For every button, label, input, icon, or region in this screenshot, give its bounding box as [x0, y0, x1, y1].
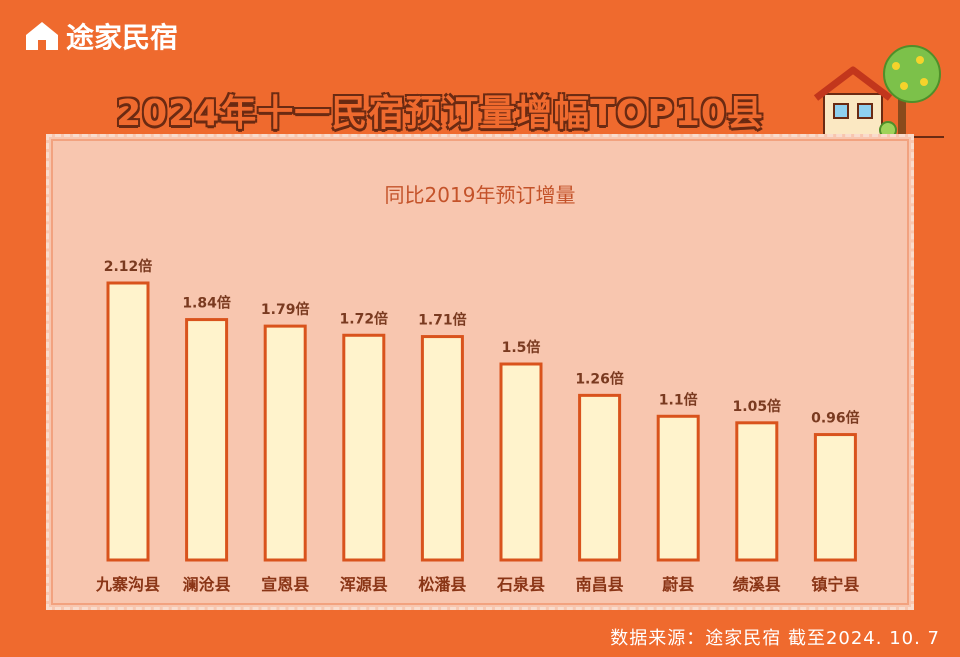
value-label: 1.26倍 — [575, 370, 624, 387]
category-label: 松潘县 — [418, 575, 466, 594]
source-note: 数据来源：途家民宿 截至2024. 10. 7 — [610, 628, 940, 649]
bar-6 — [499, 362, 543, 562]
house-tree-illustration — [812, 45, 944, 139]
category-label: 镇宁县 — [811, 575, 859, 594]
value-label: 1.71倍 — [418, 312, 467, 329]
value-label: 0.96倍 — [811, 410, 860, 427]
bar-3 — [263, 324, 307, 562]
bar-2 — [185, 318, 229, 562]
bar-8 — [656, 414, 700, 562]
category-label: 浑源县 — [340, 575, 388, 594]
brand-name: 途家民宿 — [66, 21, 179, 54]
bar-9 — [735, 421, 779, 562]
category-label: 绩溪县 — [733, 575, 781, 594]
value-label: 2.12倍 — [104, 258, 153, 275]
house-logo-icon — [26, 22, 58, 50]
bar-7 — [578, 393, 622, 562]
value-label: 1.1倍 — [659, 391, 698, 408]
bar-10 — [813, 433, 857, 562]
bar-1 — [106, 281, 150, 562]
chart-panel: 同比2019年预订增量 2.12倍九寨沟县 1.84倍澜沧县 1.79倍宣恩县 1.7… — [46, 134, 914, 610]
category-label: 九寨沟县 — [95, 575, 160, 594]
value-label: 1.05倍 — [733, 398, 782, 415]
category-label: 宣恩县 — [261, 575, 309, 594]
page-title: 2024年十一民宿预订量增幅TOP10县 — [116, 93, 764, 134]
bar-4 — [342, 333, 386, 562]
category-label: 石泉县 — [496, 575, 545, 594]
chart-title: 同比2019年预订增量 — [384, 183, 576, 207]
value-label: 1.5倍 — [502, 339, 541, 356]
value-label: 1.72倍 — [340, 310, 389, 327]
category-label: 澜沧县 — [183, 575, 231, 594]
brand-logo: 途家民宿 — [24, 16, 178, 56]
category-label: 南昌县 — [576, 575, 624, 594]
value-label: 1.79倍 — [261, 301, 310, 318]
bar-5 — [420, 335, 464, 562]
category-label: 蔚县 — [662, 575, 694, 594]
value-label: 1.84倍 — [182, 295, 231, 312]
